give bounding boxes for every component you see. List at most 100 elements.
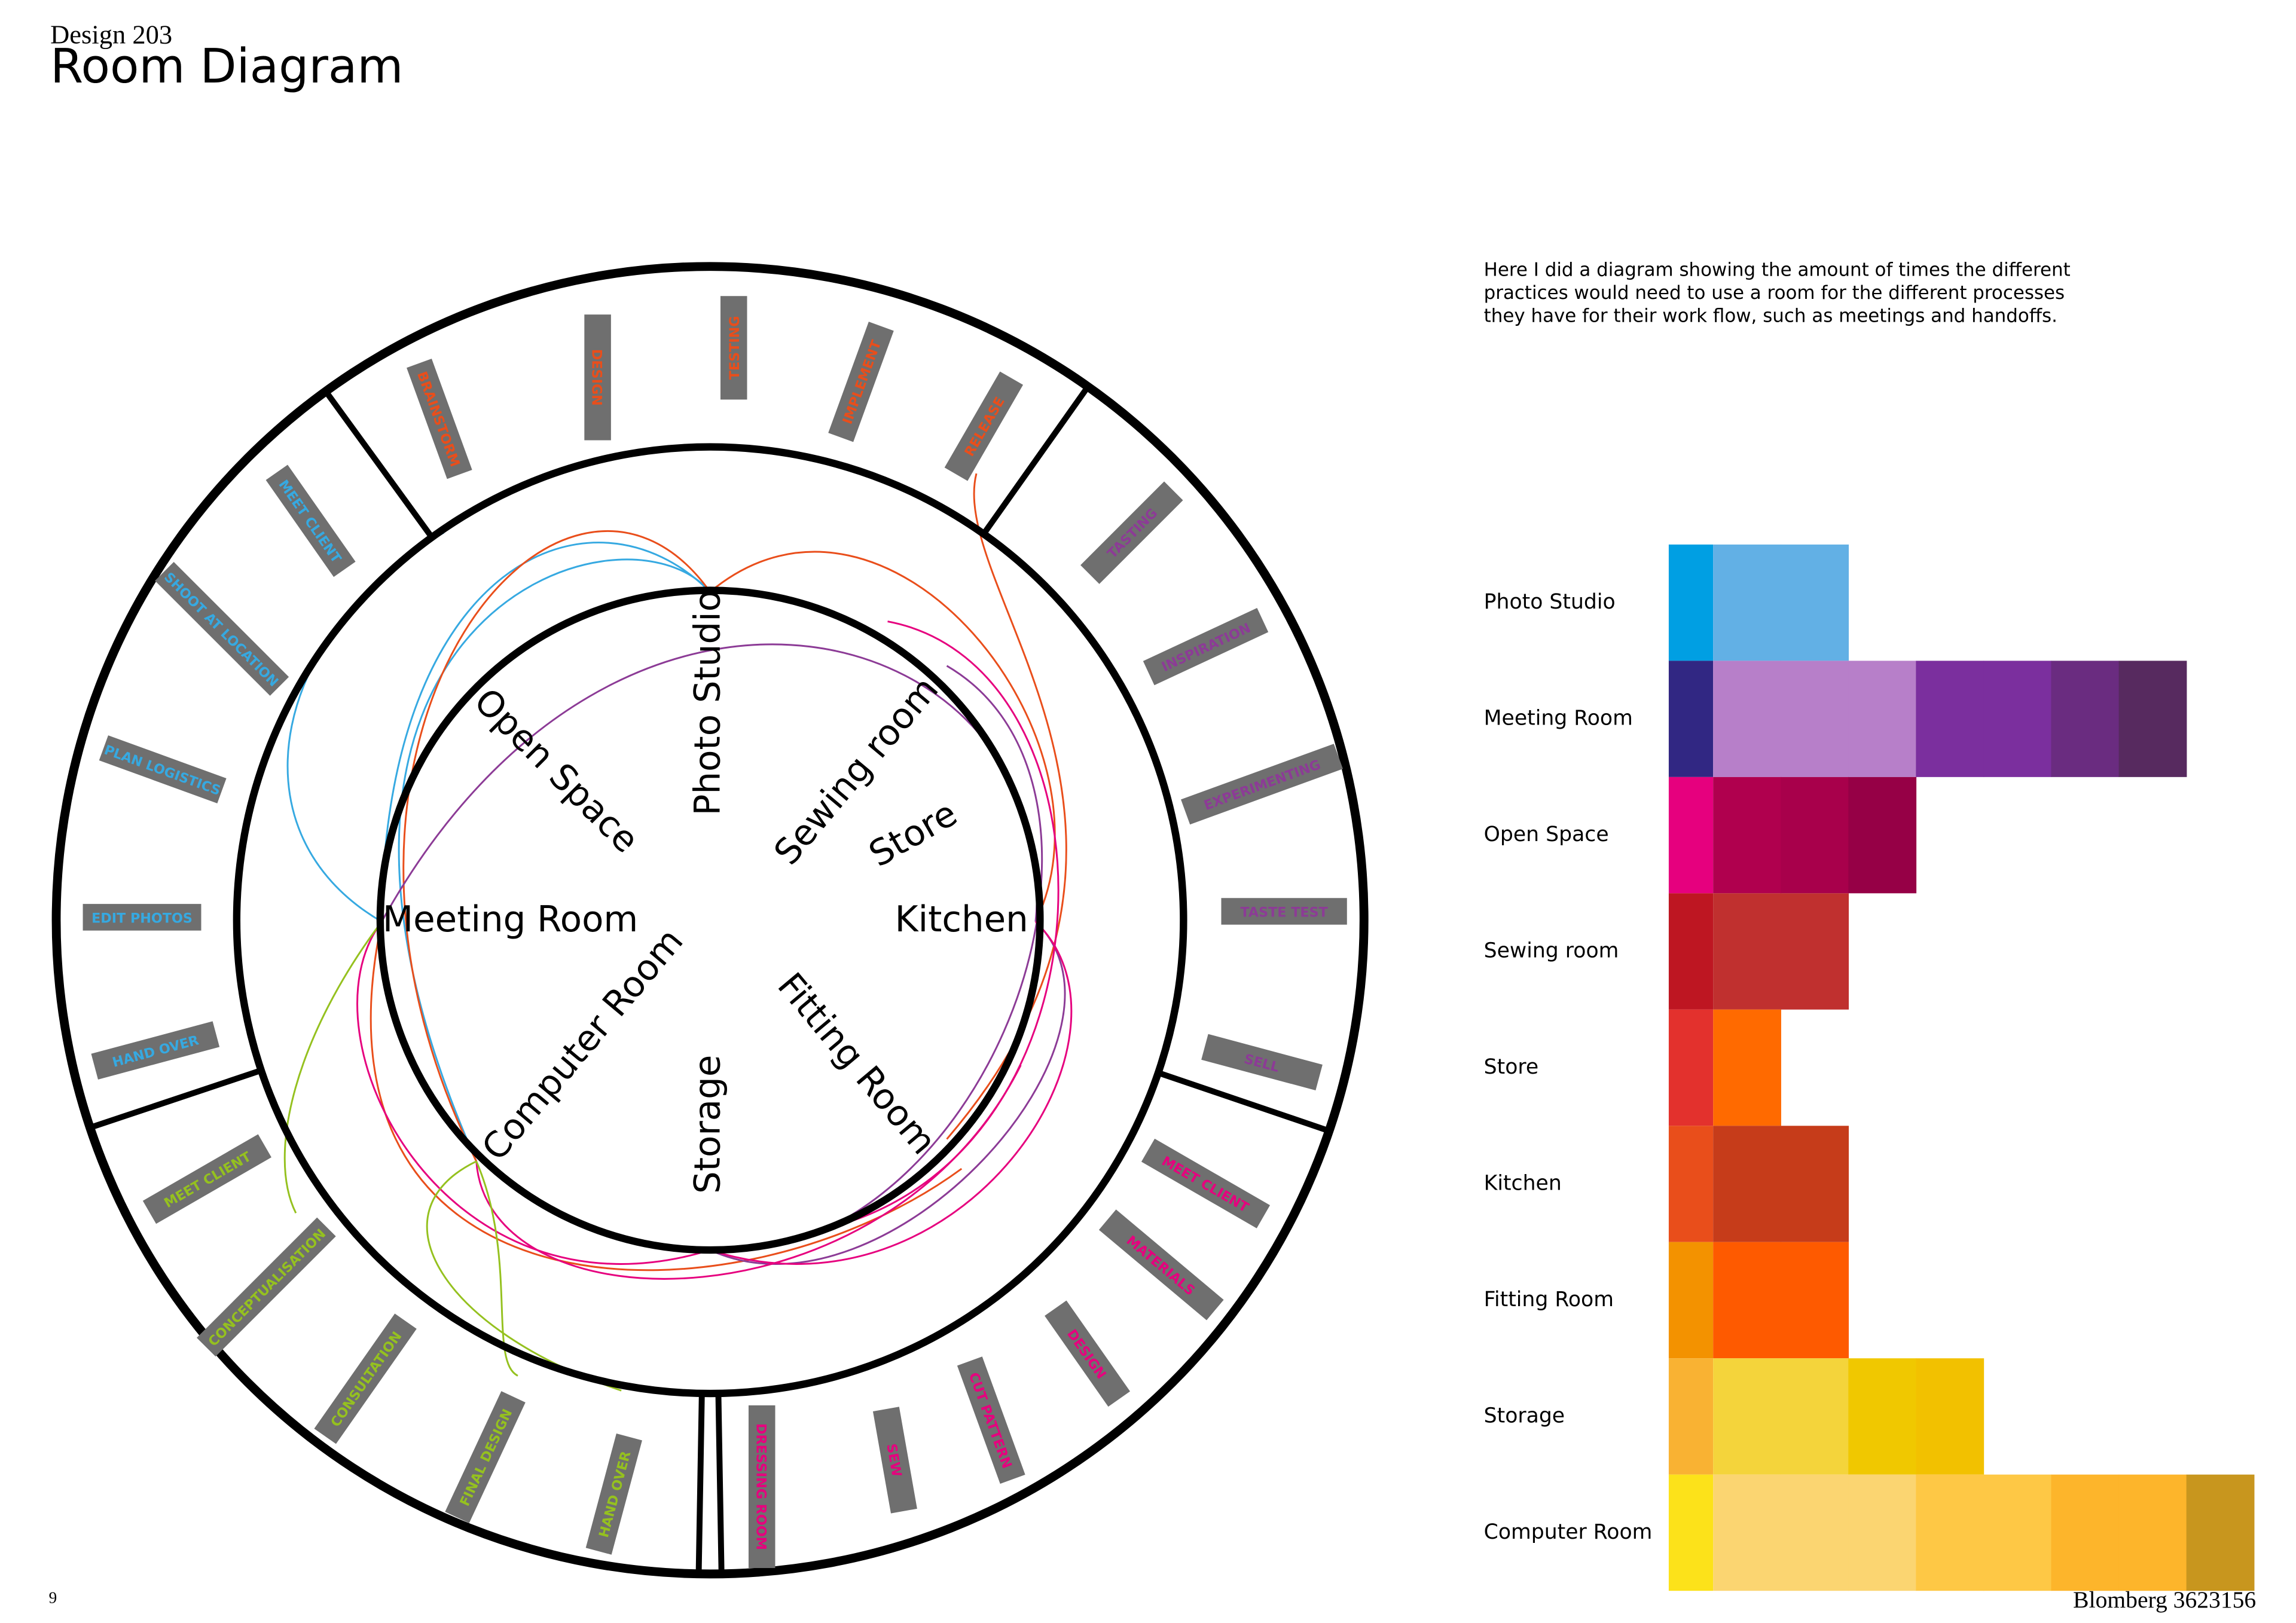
usage-segment <box>1848 661 1917 777</box>
room-label: Meeting Room <box>383 899 638 940</box>
activity: MEET CLIENT <box>265 464 356 577</box>
room-key <box>1668 893 1714 1010</box>
activity-box <box>720 296 747 400</box>
activity-box <box>748 1405 775 1569</box>
room-label: Storage <box>688 1055 729 1194</box>
activity: HAND OVER <box>585 1433 642 1555</box>
activity-box <box>1098 1209 1224 1321</box>
activity: CONCEPTUALISATION <box>197 1217 336 1357</box>
activity-labels: BRAINSTORM DESIGN TESTING IMPLEMENT RELEASE T… <box>83 296 1347 1569</box>
activity-box <box>407 358 472 479</box>
activity-box <box>265 464 356 577</box>
usage-segment <box>1781 661 1849 777</box>
activity-box <box>1181 744 1344 825</box>
description-line: they have for their work flow, such as m… <box>1484 305 2057 326</box>
usage-segment <box>1781 893 1849 1010</box>
activity: FINAL DESIGN <box>445 1391 526 1523</box>
room-key <box>1668 1474 1714 1591</box>
usage-segment <box>1781 1358 1849 1475</box>
activity-label: DRESSING ROOM <box>753 1423 768 1550</box>
activity: INSPIRATION <box>1143 608 1269 686</box>
activity-box <box>584 314 611 441</box>
room-name: Kitchen <box>1484 1172 1562 1196</box>
usage-segment <box>1713 1474 1781 1591</box>
activity-box <box>1201 1034 1323 1091</box>
activity-box <box>155 561 289 696</box>
author: Blomberg 3623156 <box>2073 1587 2256 1613</box>
usage-segment <box>2051 1474 2120 1591</box>
activity-label: MATERIALS <box>1123 1233 1198 1298</box>
room-label: Fitting Room <box>769 965 944 1163</box>
rings <box>51 262 1369 1579</box>
activity-box <box>1221 898 1347 925</box>
room-name: Fitting Room <box>1484 1288 1614 1312</box>
room-key <box>1668 661 1714 777</box>
room-name: Sewing room <box>1484 939 1619 963</box>
activity-box <box>197 1217 336 1357</box>
usage-segment <box>1781 1126 1849 1242</box>
activity-box <box>445 1391 526 1523</box>
room-key <box>1668 777 1714 894</box>
usage-segment <box>1848 1474 1917 1591</box>
room-name: Photo Studio <box>1484 590 1616 614</box>
activity: RELEASE <box>944 371 1024 481</box>
activity: HAND OVER <box>91 1021 220 1080</box>
usage-segment <box>1916 1358 1984 1475</box>
usage-segment <box>1983 661 2052 777</box>
room-key <box>1668 1009 1714 1126</box>
activity-label: SHOOT AT LOCATION <box>161 570 281 690</box>
description: Here I did a diagram showing the amount … <box>1484 259 2071 327</box>
activity-label: FINAL DESIGN <box>457 1407 515 1509</box>
usage-segment <box>1713 1009 1781 1126</box>
usage-segment <box>1713 893 1781 1010</box>
usage-segment <box>1713 1358 1781 1475</box>
usage-segment <box>1781 777 1849 894</box>
usage-segment <box>1713 1242 1781 1359</box>
usage-segment <box>2186 1474 2255 1591</box>
usage-segment <box>2118 1474 2187 1591</box>
usage-segment <box>1713 1126 1781 1242</box>
activity-label: MEET CLIENT <box>276 477 344 566</box>
divider <box>981 384 1091 536</box>
page-number: 9 <box>49 1588 57 1606</box>
usage-segment <box>1781 544 1849 661</box>
usage-segment <box>1713 661 1781 777</box>
room-name: Meeting Room <box>1484 707 1633 730</box>
course: Design 203 <box>50 19 172 49</box>
activity-label: CONCEPTUALISATION <box>205 1226 329 1350</box>
activity: SEW <box>872 1407 917 1514</box>
activity-box <box>1080 481 1183 584</box>
usage-segment <box>1848 777 1917 894</box>
room-name: Store <box>1484 1055 1539 1079</box>
activity: TESTING <box>720 296 747 400</box>
activity: MATERIALS <box>1098 1209 1224 1321</box>
activity-box <box>1141 1138 1271 1228</box>
activity-box <box>142 1134 271 1224</box>
activity-box <box>1143 608 1269 686</box>
activity: CONSULTATION <box>314 1313 417 1444</box>
activity: DESIGN <box>584 314 611 441</box>
activity-label: MEET CLIENT <box>161 1149 254 1212</box>
activity-label: CONSULTATION <box>328 1329 405 1430</box>
divider <box>323 389 435 539</box>
room-name: Storage <box>1484 1404 1565 1428</box>
activity: EDIT PHOTOS <box>83 904 201 931</box>
room-name: Open Space <box>1484 823 1609 846</box>
room-label: Computer Room <box>474 921 691 1168</box>
activity: TASTE TEST <box>1221 898 1347 925</box>
usage-segment <box>1983 1474 2052 1591</box>
usage-chart: Photo Studio Meeting Room Open Space Sewing… <box>1484 544 2255 1591</box>
activity: PLAN LOGISTICS <box>99 735 227 803</box>
activity-label: TESTING <box>727 316 743 380</box>
usage-segment <box>1713 777 1781 894</box>
room-key <box>1668 1242 1714 1359</box>
usage-segment <box>1781 1242 1849 1359</box>
activity-box <box>99 735 227 803</box>
activity: CUT PATTERN <box>957 1356 1025 1484</box>
room-name: Computer Room <box>1484 1520 1653 1544</box>
activity: MEET CLIENT <box>142 1134 271 1224</box>
divider <box>715 1393 725 1574</box>
room-label: Kitchen <box>895 899 1028 940</box>
